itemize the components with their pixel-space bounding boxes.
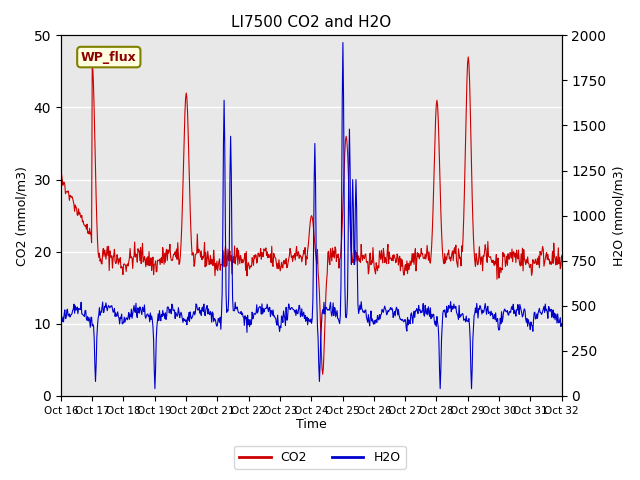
CO2 [465,54,472,60]
Y-axis label: CO2 (mmol/m3): CO2 (mmol/m3) [15,166,28,265]
Line: H2O: H2O [61,43,561,389]
Text: WP_flux: WP_flux [81,50,137,63]
Line: CO2: CO2 [61,57,561,374]
CO2 [233,252,241,258]
H2O [392,307,399,313]
CO2 [116,259,124,265]
H2O [252,310,260,316]
H2O [151,386,159,392]
CO2 [319,372,326,377]
CO2 [57,179,65,185]
CO2 [557,253,565,259]
CO2 [208,256,216,262]
Y-axis label: H2O (mmol/m3): H2O (mmol/m3) [612,166,625,266]
H2O [57,320,65,326]
H2O [557,321,565,326]
Legend: CO2, H2O: CO2, H2O [234,446,406,469]
X-axis label: Time: Time [296,419,326,432]
H2O [116,321,124,327]
CO2 [364,260,371,265]
Title: LI7500 CO2 and H2O: LI7500 CO2 and H2O [231,15,392,30]
H2O [209,309,216,315]
H2O [234,304,241,310]
H2O [364,319,372,325]
H2O [339,40,347,46]
CO2 [391,255,399,261]
CO2 [252,252,259,258]
